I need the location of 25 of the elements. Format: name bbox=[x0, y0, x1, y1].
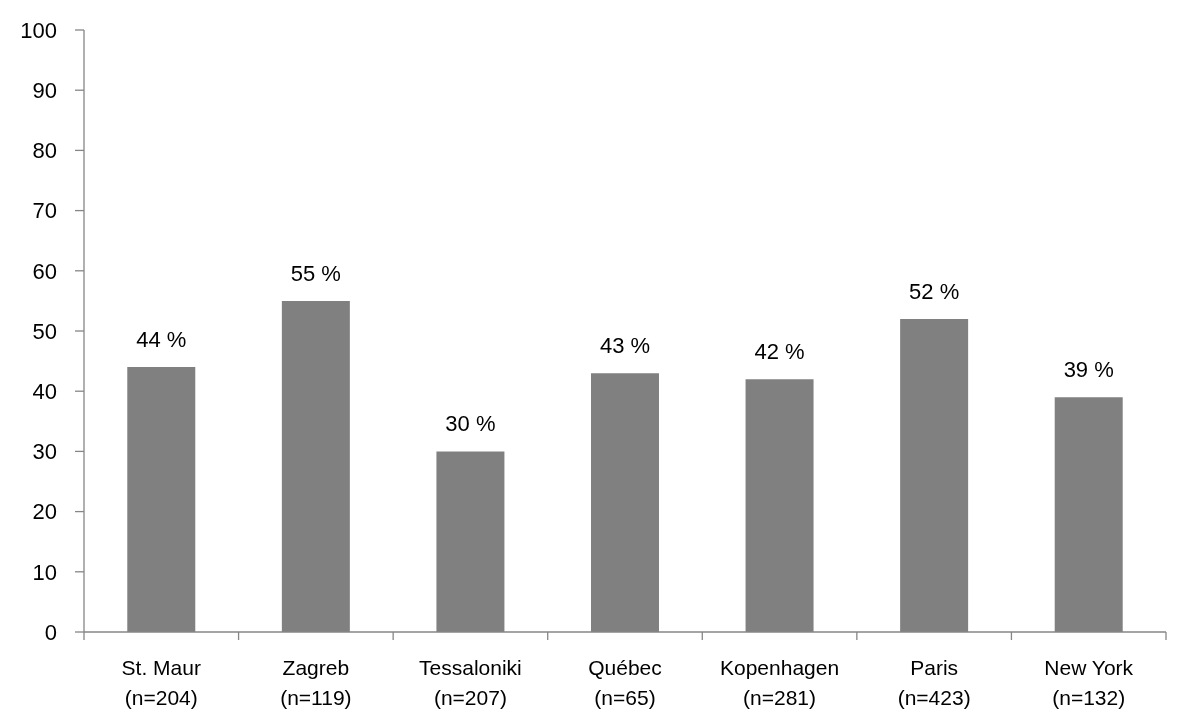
data-label: 52 % bbox=[909, 278, 960, 304]
x-tick-label: Tessaloniki (n=207) bbox=[419, 656, 522, 709]
x-tick-label: St. Maur (n=204) bbox=[121, 656, 201, 709]
y-tick-label: 0 bbox=[44, 619, 57, 645]
x-tick-label: Québec (n=65) bbox=[588, 656, 662, 709]
y-tick-label: 80 bbox=[32, 138, 57, 164]
y-tick-label: 90 bbox=[32, 78, 57, 104]
y-tick-label: 20 bbox=[32, 499, 57, 525]
y-tick-label: 70 bbox=[32, 198, 57, 224]
data-label: 43 % bbox=[599, 333, 651, 359]
y-tick-label: 10 bbox=[32, 559, 57, 585]
data-label: 55 % bbox=[290, 260, 341, 286]
y-tick-label: 40 bbox=[32, 379, 57, 405]
y-tick-label: 60 bbox=[32, 258, 57, 284]
x-tick-label: Kopenhagen (n=281) bbox=[720, 656, 840, 709]
y-tick-label: 30 bbox=[32, 439, 57, 465]
data-label: 30 % bbox=[445, 411, 496, 437]
y-tick-label: 50 bbox=[32, 318, 57, 344]
data-label: 39 % bbox=[1063, 357, 1114, 383]
x-tick-label: Paris (n=423) bbox=[897, 656, 971, 709]
x-tick-label: Zagreb (n=119) bbox=[280, 656, 352, 709]
x-tick-label: New York (n=132) bbox=[1044, 656, 1134, 709]
data-label: 44 % bbox=[136, 327, 187, 353]
data-label: 42 % bbox=[754, 339, 805, 365]
y-tick-label: 100 bbox=[20, 17, 57, 43]
